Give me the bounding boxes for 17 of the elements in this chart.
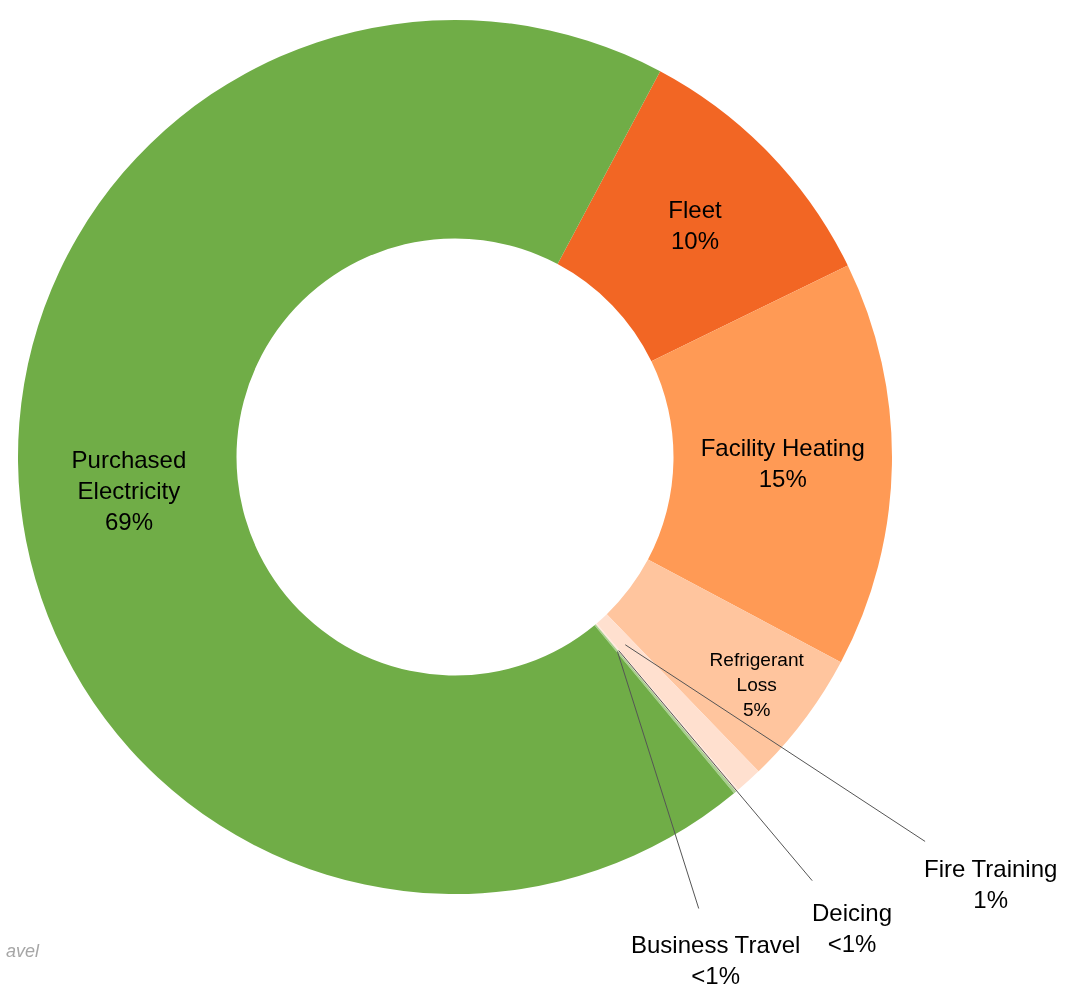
data-label: 69%	[104, 508, 153, 536]
donut-slice	[557, 71, 848, 362]
data-label: <1%	[691, 962, 741, 990]
slice-label: Facility Heating	[700, 433, 865, 461]
slice-label: Business Travel	[631, 931, 801, 958]
slice-label: Refrigerant Loss	[709, 649, 805, 696]
slice-label: Purchased Electricity	[71, 445, 187, 504]
data-label: 15%	[758, 464, 807, 492]
data-label: 5%	[742, 698, 771, 720]
text: avel	[6, 941, 41, 961]
donut-slice	[606, 559, 841, 772]
data-label: <1%	[827, 930, 877, 958]
data-label: 1%	[973, 886, 1009, 914]
slice-label: Fire Training	[924, 855, 1058, 882]
data-label: 10%	[670, 227, 719, 255]
slice-label: Fleet	[668, 196, 722, 223]
slice-label: Deicing	[812, 899, 893, 926]
